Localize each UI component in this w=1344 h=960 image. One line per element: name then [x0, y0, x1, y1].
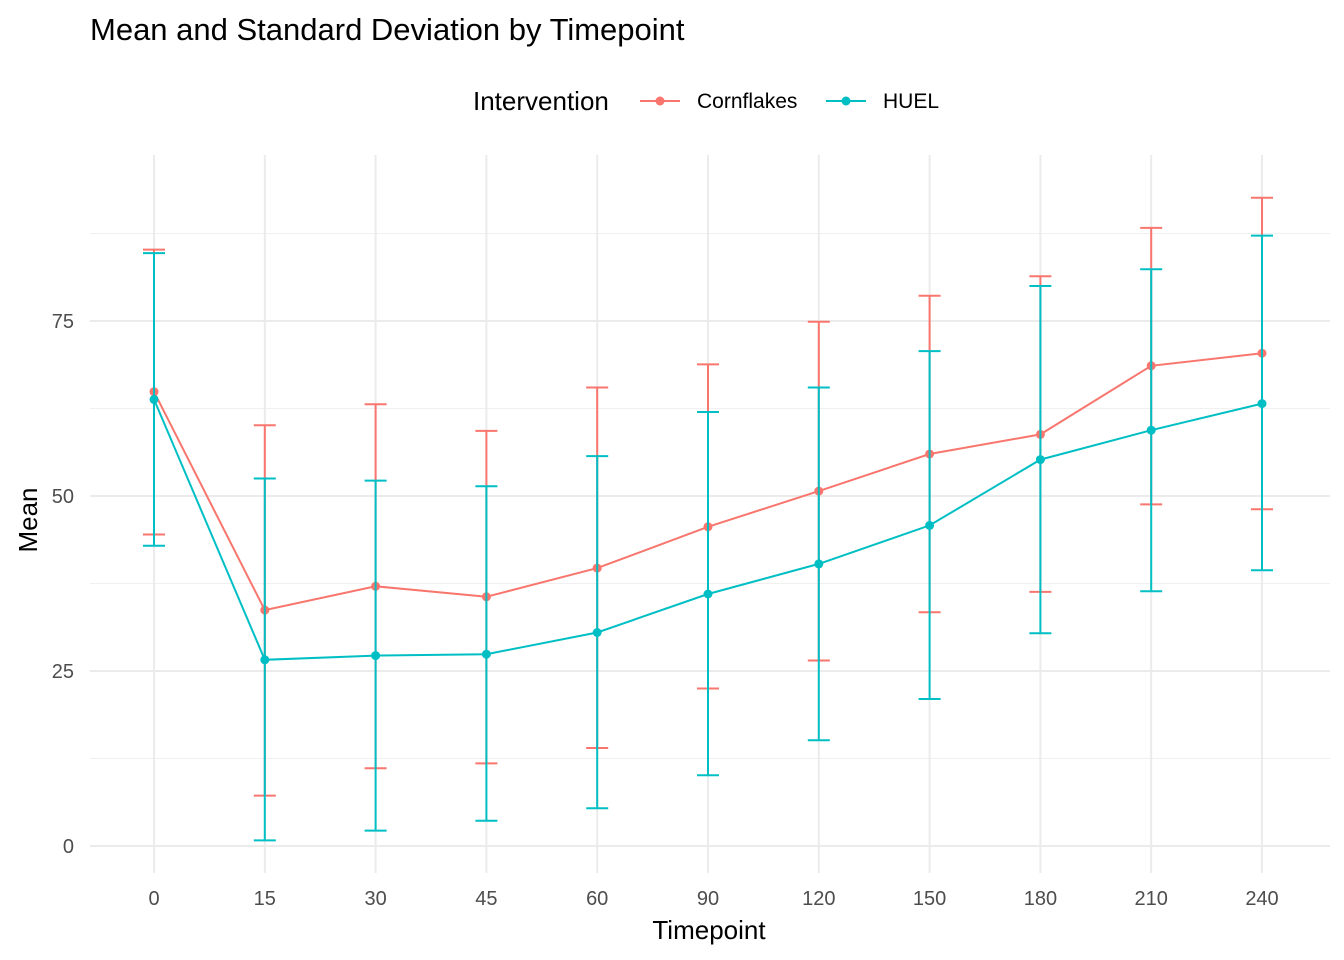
data-point-huel: [149, 394, 159, 404]
x-tick-label: 45: [475, 888, 497, 910]
y-tick-label: 50: [52, 486, 74, 508]
data-point-huel: [1035, 455, 1045, 465]
data-point-huel: [371, 651, 381, 661]
legend-key-huel-point: [841, 96, 851, 106]
x-tick-label: 120: [802, 888, 835, 910]
y-tick-label: 25: [52, 661, 74, 683]
y-axis-ticks: 0 25 50 75: [52, 311, 74, 858]
legend-label-huel: HUEL: [883, 90, 939, 113]
series-huel: [143, 234, 1273, 842]
x-tick-label: 210: [1135, 888, 1168, 910]
x-axis-ticks: 0 15 30 45 60 90 120 150 180 210 240: [148, 888, 1278, 910]
y-tick-label: 75: [52, 311, 74, 333]
legend-key-cornflakes-point: [655, 96, 665, 106]
series-layer: [143, 196, 1273, 842]
data-point-huel: [481, 649, 491, 659]
y-axis-title: Mean: [13, 487, 43, 552]
data-point-huel: [703, 589, 713, 599]
data-point-huel: [260, 655, 270, 665]
x-tick-label: 60: [586, 888, 608, 910]
data-point-huel: [592, 628, 602, 637]
data-point-huel: [925, 520, 935, 530]
data-point-huel: [1146, 425, 1156, 435]
legend-label-cornflakes: Cornflakes: [697, 90, 797, 113]
chart-title: Mean and Standard Deviation by Timepoint: [90, 12, 685, 47]
x-tick-label: 240: [1245, 888, 1278, 910]
x-tick-label: 15: [254, 888, 276, 910]
data-point-huel: [814, 559, 824, 569]
x-tick-label: 180: [1024, 888, 1057, 910]
legend: Intervention Cornflakes HUEL: [473, 86, 939, 116]
grid: [90, 155, 1330, 873]
x-tick-label: 150: [913, 888, 946, 910]
data-point-huel: [1257, 399, 1267, 409]
x-tick-label: 0: [148, 888, 159, 910]
x-tick-label: 30: [364, 888, 386, 910]
legend-title: Intervention: [473, 86, 609, 116]
y-tick-label: 0: [63, 836, 74, 858]
x-axis-title: Timepoint: [652, 915, 766, 945]
x-tick-label: 90: [697, 888, 719, 910]
